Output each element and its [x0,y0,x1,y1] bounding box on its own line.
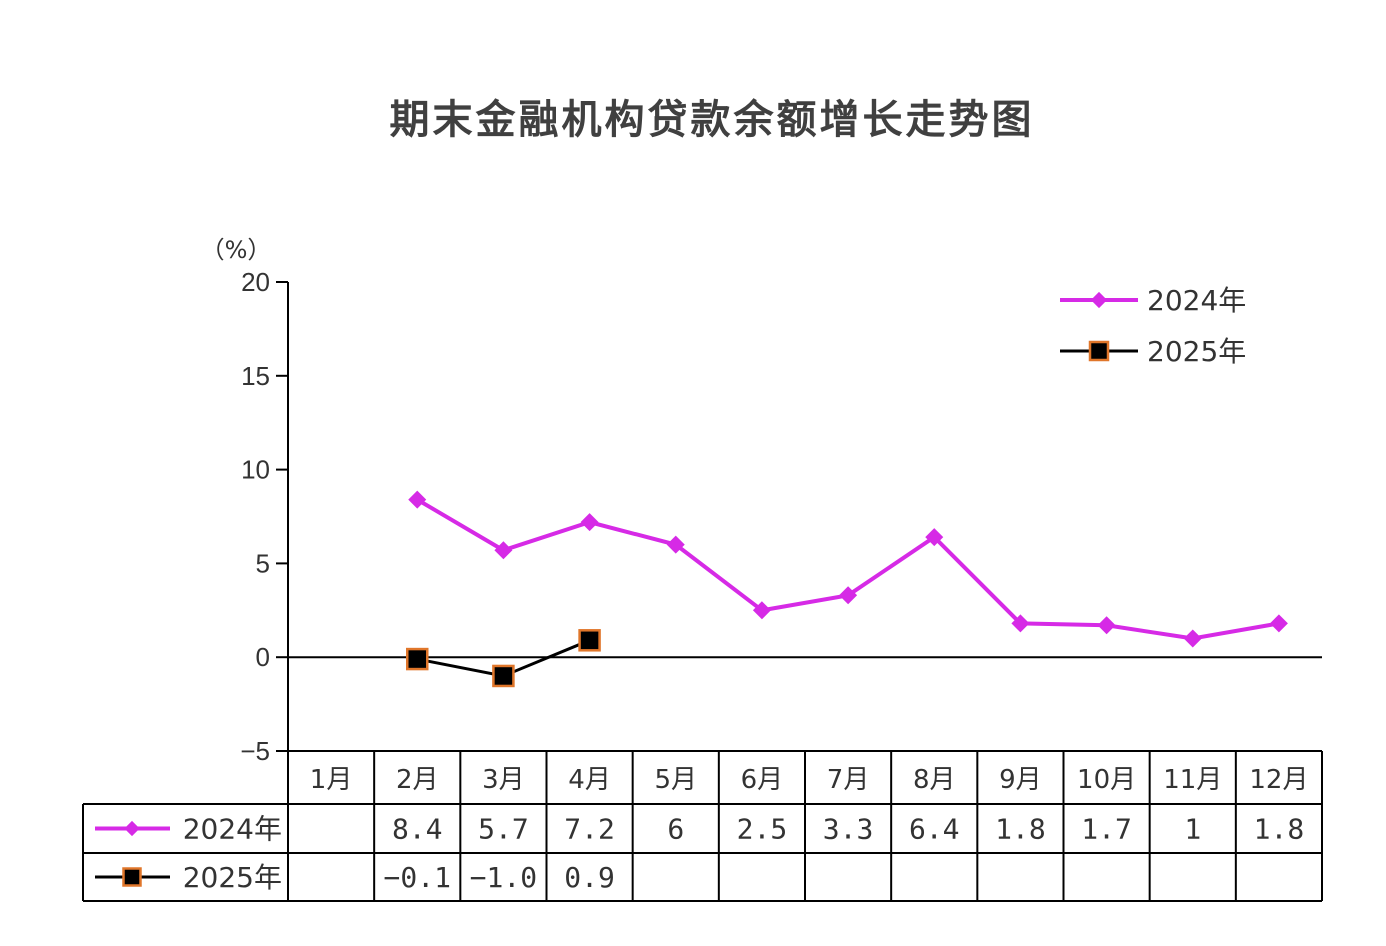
table-row-2: 2025年 −0.1 −1.0 0.9 [95,861,615,894]
data-label: 3.3 [823,813,874,846]
square-marker [122,867,142,887]
legend-item-1: 2024年 [1060,284,1246,317]
y-tick-label: −5 [240,736,270,766]
category-label: 12月 [1249,765,1308,795]
data-label: 2.5 [737,813,788,846]
data-label: 1.8 [995,813,1046,846]
square-marker [578,629,601,652]
diamond-marker [752,601,771,620]
table-row-1: 2024年 8.4 5.7 7.2 6 2.5 3.3 6.4 1.8 1.7 1 1.8 [95,813,1304,846]
category-label: 1月 [310,765,353,795]
row-series-label: 2025年 [183,861,282,894]
diamond-marker [1090,291,1108,309]
y-tick-label: 0 [256,642,270,672]
diamond-marker [1183,629,1202,648]
data-label: 1 [1184,813,1201,846]
diamond-marker [580,513,599,532]
square-marker [492,664,515,688]
data-label: 1.8 [1254,813,1305,846]
legend-label: 2024年 [1147,284,1246,317]
y-tick-label: 15 [241,361,270,391]
diamond-marker [1011,614,1030,633]
square-marker [1088,340,1110,362]
data-label: 6.4 [909,813,960,846]
category-label: 10月 [1077,765,1136,795]
diamond-marker [925,528,944,547]
category-label: 9月 [999,765,1042,795]
y-tick-label: 5 [256,548,270,578]
series-2 [406,629,601,688]
y-axis-unit-label: （%） [201,236,272,264]
category-label: 2月 [396,765,439,795]
series-1 [408,490,1288,648]
data-label: 7.2 [564,813,615,846]
data-label: −0.1 [384,861,451,894]
category-label: 5月 [654,765,697,795]
axes: 20 15 10 5 0 −5 [240,267,1322,766]
data-label: 8.4 [392,813,443,846]
category-label: 8月 [913,765,956,795]
data-label: 1.7 [1081,813,1132,846]
legend-label: 2025年 [1147,335,1246,368]
square-marker [406,647,429,671]
chart-title: 期末金融机构贷款余额增长走势图 [390,97,1035,143]
series-line [416,497,1280,641]
category-label: 4月 [568,765,611,795]
row-series-label: 2024年 [183,813,282,846]
data-label: 0.9 [564,861,615,894]
diamond-marker [839,586,858,605]
diamond-marker [1269,614,1288,633]
diamond-marker [666,535,685,554]
data-table: 1月 2月 3月 4月 5月 6月 7月 8月 9月 10月 11月 12月 2024年 8.4 5.7 7.… [82,750,1323,902]
category-label: 7月 [827,765,870,795]
y-tick-label: 10 [241,455,270,485]
data-label: 5.7 [478,813,529,846]
category-label: 6月 [741,765,784,795]
y-tick-label: 20 [241,267,270,297]
category-label: 11月 [1163,765,1222,795]
legend: 2024年 2025年 [1060,284,1246,368]
data-label: −1.0 [470,861,537,894]
diamond-marker [408,490,427,509]
legend-item-2: 2025年 [1060,335,1246,368]
diamond-marker [494,541,513,560]
series-layer [406,490,1288,688]
data-label: 6 [667,813,684,846]
diamond-marker [1097,616,1116,635]
category-label: 3月 [482,765,525,795]
diamond-marker [124,820,140,837]
